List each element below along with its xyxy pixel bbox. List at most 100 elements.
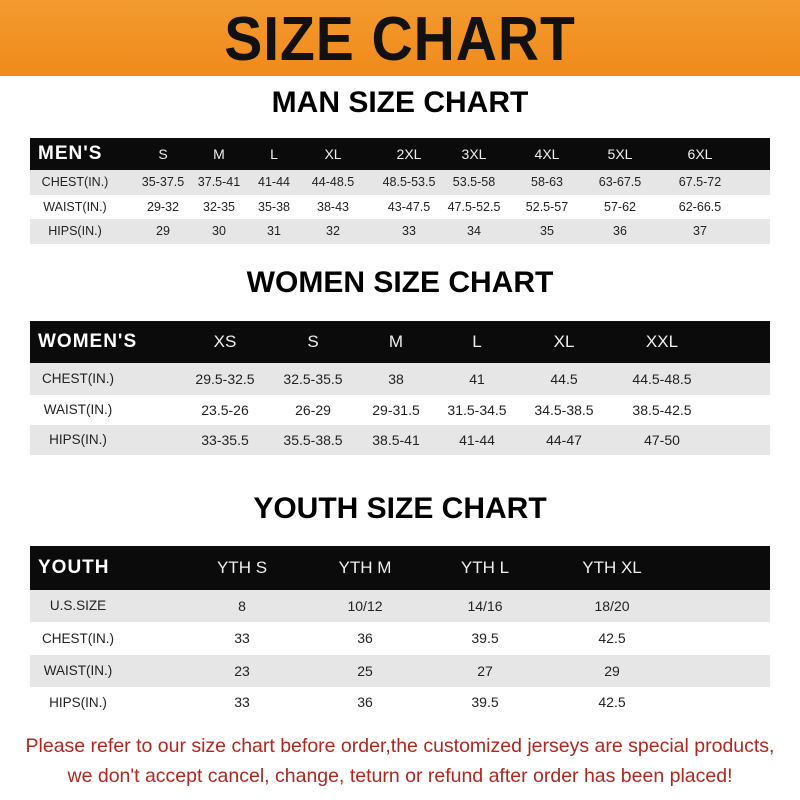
table-cell: 35-38 (258, 200, 290, 214)
banner-title: SIZE CHART (224, 5, 576, 74)
table-cell: 63-67.5 (598, 175, 642, 189)
table-cell: 42.5 (598, 630, 626, 646)
table-cell: 39.5 (471, 694, 499, 710)
table-cell: 31.5-34.5 (447, 402, 507, 418)
table-cell: 29 (156, 224, 170, 238)
size-header-cell: 6XL (687, 146, 713, 162)
table-cell: 18/20 (594, 598, 630, 614)
measurement-label: HIPS(IN.) (49, 695, 107, 710)
table-cell: 53.5-58 (452, 175, 496, 189)
size-header-cell: 5XL (607, 146, 633, 162)
table-cell: 31 (267, 224, 281, 238)
table-row: U.S.SIZE 8 10/12 14/16 18/20 (30, 590, 770, 622)
table-cell: 47.5-52.5 (447, 200, 501, 214)
table-cell: 37.5-41 (197, 175, 241, 189)
table-cell: 37 (693, 224, 707, 238)
men-title: MAN SIZE CHART (271, 86, 529, 119)
table-cell: 29-32 (147, 200, 179, 214)
table-cell: 38.5-41 (372, 432, 420, 448)
table-cell: 44.5-48.5 (632, 371, 692, 387)
table-cell: 26-29 (295, 402, 331, 418)
table-row: WAIST(IN.) 29-32 32-35 35-38 38-43 43-47.5 47.… (30, 195, 770, 219)
table-cell: 41 (469, 371, 485, 387)
table-cell: 33 (234, 694, 250, 710)
measurement-label: WAIST(IN.) (43, 200, 107, 214)
table-cell: 29 (604, 663, 620, 679)
table-cell: 29-31.5 (372, 402, 420, 418)
size-header-cell: S (158, 146, 168, 162)
table-row: CHEST(IN.) 33 36 39.5 42.5 (30, 622, 770, 655)
table-cell: 48.5-53.5 (382, 175, 436, 189)
measurement-label: WAIST(IN.) (43, 402, 113, 417)
measurement-label: CHEST(IN.) (41, 175, 109, 189)
table-cell: 38 (388, 371, 404, 387)
size-header-cell: XS (213, 332, 237, 351)
table-cell: 43-47.5 (387, 200, 431, 214)
table-row: WAIST(IN.) 23.5-26 26-29 29-31.5 31.5-34.5 34… (30, 395, 770, 425)
table-cell: 38.5-42.5 (632, 402, 692, 418)
table-cell: 52.5-57 (525, 200, 569, 214)
table-cell: 41-44 (258, 175, 290, 189)
table-cell: 23 (234, 663, 250, 679)
table-cell: 34 (467, 224, 481, 238)
table-cell: 67.5-72 (678, 175, 722, 189)
table-cell: 32.5-35.5 (283, 371, 343, 387)
size-header-cell: XL (324, 146, 342, 162)
size-header-cell: L (270, 146, 278, 162)
measurement-label: WAIST(IN.) (43, 663, 113, 678)
table-cell: 14/16 (467, 598, 503, 614)
size-header-cell: 3XL (461, 146, 487, 162)
table-row: HIPS(IN.) 29 30 31 32 33 34 35 36 37 (30, 219, 770, 244)
table-cell: 58-63 (531, 175, 563, 189)
size-header-cell: 2XL (396, 146, 422, 162)
measurement-label: HIPS(IN.) (49, 432, 107, 447)
table-header-row: MEN'S S M L XL 2XL 3XL 4XL 5XL 6XL (30, 138, 770, 170)
table-row: CHEST(IN.) 29.5-32.5 32.5-35.5 38 41 44.5 44.5… (30, 363, 770, 395)
table-row: HIPS(IN.) 33-35.5 35.5-38.5 38.5-41 41-44 44-… (30, 425, 770, 455)
table-cell: 35.5-38.5 (283, 432, 343, 448)
size-header-cell: S (307, 332, 319, 351)
measurement-label: U.S.SIZE (49, 598, 107, 613)
banner: SIZE CHART (0, 0, 800, 76)
measurement-label: HIPS(IN.) (48, 224, 102, 238)
youth-title: YOUTH SIZE CHART (253, 492, 547, 525)
table-row: WAIST(IN.) 23 25 27 29 (30, 655, 770, 687)
notice-line-2: we don't accept cancel, change, teturn o… (67, 765, 733, 787)
table-cell: 42.5 (598, 694, 626, 710)
table-cell: 30 (212, 224, 226, 238)
table-cell: 33 (402, 224, 416, 238)
table-title-cell: MEN'S (38, 143, 103, 164)
table-row: CHEST(IN.) 35-37.5 37.5-41 41-44 44-48.5 48.5… (30, 170, 770, 195)
table-cell: 38-43 (317, 200, 349, 214)
table-cell: 32 (326, 224, 340, 238)
table-cell: 36 (357, 630, 373, 646)
table-cell: 35 (540, 224, 554, 238)
size-header-cell: 4XL (534, 146, 560, 162)
table-row: HIPS(IN.) 33 36 39.5 42.5 (30, 687, 770, 718)
table-title-cell: WOMEN'S (38, 331, 138, 352)
measurement-label: CHEST(IN.) (42, 371, 114, 386)
table-cell: 62-66.5 (678, 200, 722, 214)
measurement-label: CHEST(IN.) (42, 631, 114, 646)
size-header-cell: YTH XL (582, 558, 642, 577)
size-header-cell: XL (553, 332, 575, 351)
table-cell: 27 (477, 663, 493, 679)
size-header-cell: YTH M (338, 558, 392, 577)
table-header-row: WOMEN'S XS S M L XL XXL (30, 321, 770, 363)
table-cell: 44-48.5 (311, 175, 355, 189)
table-cell: 44-47 (546, 432, 582, 448)
table-title-cell: YOUTH (38, 557, 110, 578)
table-cell: 39.5 (471, 630, 499, 646)
women-title: WOMEN SIZE CHART (246, 266, 554, 299)
size-header-cell: XXL (645, 332, 679, 351)
table-cell: 44.5 (550, 371, 578, 387)
table-cell: 34.5-38.5 (534, 402, 594, 418)
table-cell: 8 (238, 598, 246, 614)
notice-line-1: Please refer to our size chart before or… (25, 735, 775, 757)
table-header-row: YOUTH YTH S YTH M YTH L YTH XL (30, 546, 770, 590)
size-header-cell: L (472, 332, 482, 351)
table-cell: 33-35.5 (201, 432, 249, 448)
table-cell: 35-37.5 (141, 175, 185, 189)
table-cell: 36 (613, 224, 627, 238)
table-cell: 57-62 (604, 200, 636, 214)
